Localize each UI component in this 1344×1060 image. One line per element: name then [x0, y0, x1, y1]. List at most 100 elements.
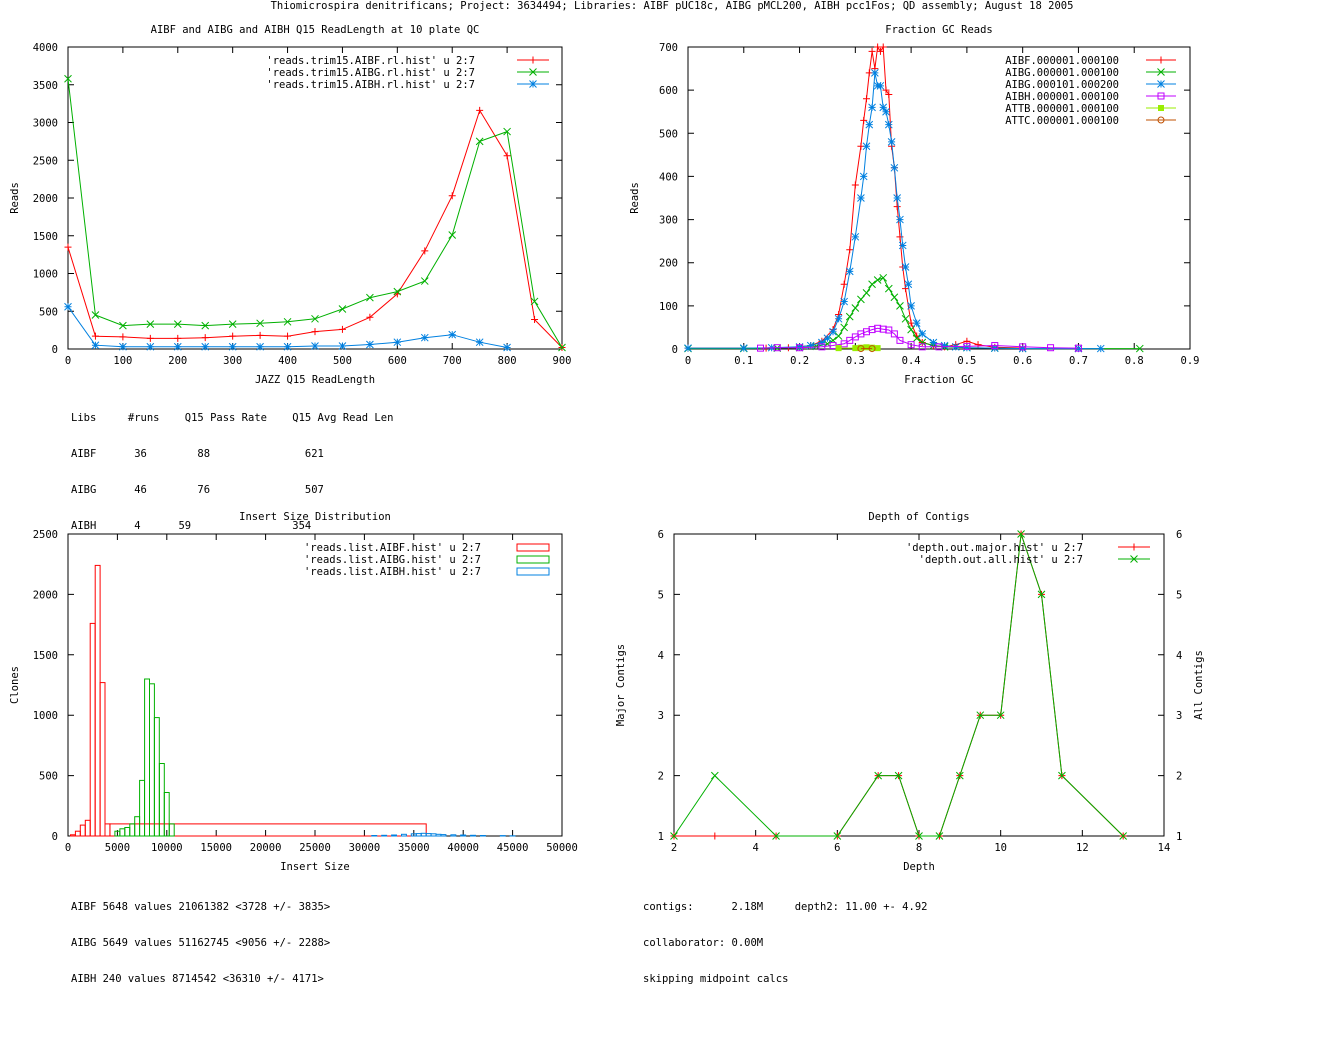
series-line [67, 78, 563, 348]
plus-point-marker [840, 280, 848, 288]
y-tick-label: 1500 [33, 231, 58, 243]
star-point-marker [739, 344, 748, 352]
histogram-bar [144, 678, 151, 837]
plus-point-marker [711, 832, 719, 840]
summary-line: Libs #runs Q15 Pass Rate Q15 Avg Read Le… [71, 412, 394, 424]
x-tick-label: 0.3 [846, 355, 865, 367]
y-tick-label: 500 [39, 306, 58, 318]
circle-point-marker [857, 345, 865, 353]
star-point-marker [901, 263, 910, 271]
histogram-bar [74, 830, 81, 837]
plus-point-marker [885, 90, 893, 98]
star-point-marker [887, 138, 896, 146]
plus-point-marker [860, 116, 868, 124]
cross-point-marker [228, 320, 237, 328]
plus-point-marker [284, 332, 292, 340]
plus-point-marker [201, 334, 209, 342]
x-tick-label: 0.5 [957, 355, 976, 367]
histogram-bar [470, 834, 477, 837]
star-point-marker [64, 302, 72, 311]
series-group [670, 530, 1128, 840]
cross-point-marker [1157, 68, 1165, 76]
y-tick-label: 1000 [33, 269, 58, 281]
plus-point-marker [851, 181, 859, 189]
x-tick-label: 45000 [497, 842, 529, 854]
square-point-marker [757, 344, 765, 352]
plus-point-marker [503, 152, 511, 160]
y2-tick-label: 4 [1176, 650, 1182, 662]
cross-point-marker [1058, 771, 1066, 780]
cross-point-marker [901, 314, 910, 323]
plus-point-marker [366, 313, 374, 321]
histogram-bar [79, 824, 86, 837]
histogram-bar [94, 564, 101, 837]
cross-point-marker [283, 317, 292, 326]
x-tick-label: 6 [834, 842, 840, 854]
cross-point-marker [840, 323, 849, 332]
star-point-marker [1074, 344, 1083, 353]
legend-label: AIBG.000101.000200 [1005, 79, 1119, 91]
cross-point-marker [862, 289, 871, 297]
plus-point-marker [902, 285, 910, 293]
series-group [70, 564, 427, 837]
x-tick-label: 200 [168, 355, 187, 367]
star-point-marker [448, 330, 457, 339]
x-tick-label: 2 [671, 842, 677, 854]
cross-point-marker [1119, 832, 1128, 840]
star-point-marker [366, 340, 374, 349]
star-point-marker [862, 142, 871, 151]
cross-point-marker [475, 137, 484, 146]
square-point-marker [885, 326, 893, 334]
x-axis-label: JAZZ Q15 ReadLength [255, 374, 375, 386]
star-point-marker [393, 338, 402, 347]
readlength-summary-table: Libs #runs Q15 Pass Rate Q15 Avg Read Le… [71, 388, 393, 544]
legend-label: 'depth.out.all.hist' u 2:7 [919, 554, 1083, 566]
x-tick-label: 4 [753, 842, 759, 854]
filled-square-point-marker [1158, 105, 1164, 111]
star-point-marker [91, 341, 100, 350]
x-tick-label: 0.4 [902, 355, 921, 367]
star-point-marker [963, 343, 971, 352]
plus-point-marker [879, 43, 887, 51]
histogram-bar [134, 816, 141, 837]
cross-point-marker [896, 302, 904, 310]
y-tick-label: 3 [658, 710, 664, 722]
cross-point-marker [420, 277, 429, 285]
y-tick-label: 400 [659, 171, 678, 183]
star-point-marker [851, 232, 860, 241]
star-point-marker [283, 342, 292, 351]
series-group [371, 832, 516, 837]
cross-point-marker [710, 771, 719, 780]
legend-label: 'reads.list.AIBH.hist' u 2:7 [304, 566, 481, 578]
star-point-marker [201, 342, 210, 351]
x-tick-label: 5000 [105, 842, 130, 854]
cross-point-marker [907, 325, 915, 334]
cross-point-marker [884, 284, 893, 293]
plus-point-marker [476, 106, 484, 114]
x-tick-label: 50000 [546, 842, 578, 854]
cross-point-marker [772, 832, 780, 840]
x-tick-label: 300 [223, 355, 242, 367]
x-tick-label: 500 [333, 355, 352, 367]
histogram-bar [139, 779, 146, 837]
filled-square-point-marker [874, 345, 881, 352]
star-point-marker [896, 215, 904, 224]
cross-point-marker [91, 311, 100, 319]
square-point-marker [1157, 92, 1165, 100]
summary-line: AIBG 46 76 507 [71, 484, 324, 496]
series-line [688, 45, 1023, 349]
summary-line: skipping midpoint calcs [643, 973, 789, 985]
legend-label: 'reads.trim15.AIBG.rl.hist' u 2:7 [266, 67, 475, 79]
y-tick-label: 2500 [33, 155, 58, 167]
plot-frame [67, 46, 563, 350]
plot-frame [67, 533, 563, 837]
x-tick-label: 0.7 [1069, 355, 1088, 367]
plus-point-marker [338, 325, 346, 333]
y-tick-label: 600 [659, 85, 678, 97]
cross-point-marker [868, 280, 876, 289]
histogram-bar [460, 834, 467, 837]
plus-point-marker [421, 247, 429, 255]
plus-point-marker [448, 192, 456, 200]
histogram-bar [158, 763, 165, 837]
